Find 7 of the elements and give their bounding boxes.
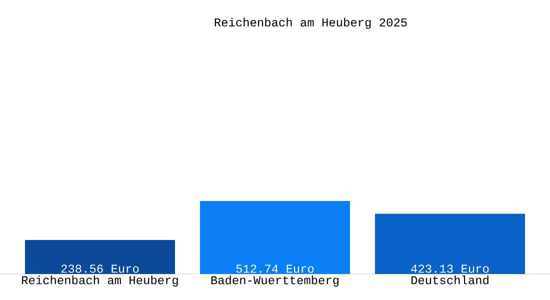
- x-tick-label: Reichenbach am Heuberg: [22, 276, 178, 287]
- chart-title: Reichenbach am Heuberg 2025: [214, 18, 407, 29]
- data-label: 238.56 Euro: [61, 264, 139, 273]
- x-tick-label: Baden-Wuerttemberg: [211, 276, 339, 287]
- data-label: 512.74 Euro: [236, 264, 314, 273]
- data-label: 423.13 Euro: [411, 264, 489, 273]
- x-tick-label: Deutschland: [412, 276, 488, 284]
